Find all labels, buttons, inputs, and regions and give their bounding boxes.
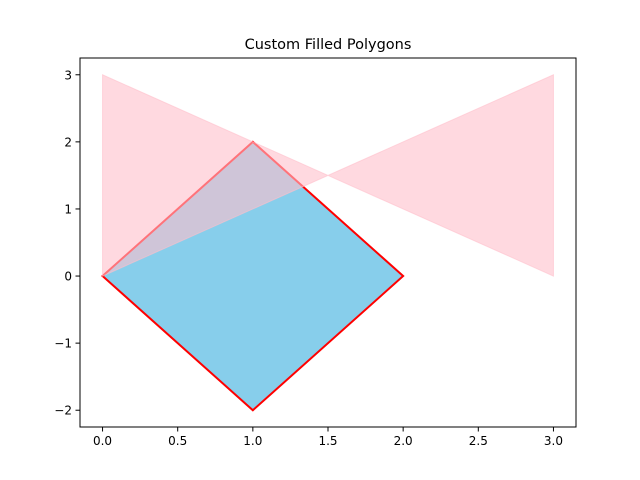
y-tick-label: 1 bbox=[64, 202, 72, 216]
y-tick-label: 0 bbox=[64, 270, 72, 284]
y-tick-label: −1 bbox=[54, 337, 72, 351]
x-tick-label: 1.5 bbox=[318, 434, 337, 448]
x-axis: 0.0 0.5 1.0 1.5 2.0 2.5 3.0 bbox=[93, 427, 563, 448]
polygon-2 bbox=[102, 73, 554, 277]
x-tick-label: 3.0 bbox=[544, 434, 563, 448]
y-axis: −2 −1 0 1 2 3 bbox=[54, 68, 80, 418]
x-tick-label: 2.0 bbox=[394, 434, 413, 448]
plot-area bbox=[101, 73, 554, 412]
x-tick-label: 2.5 bbox=[469, 434, 488, 448]
y-tick-label: 3 bbox=[64, 68, 72, 82]
x-tick-label: 0.0 bbox=[93, 434, 112, 448]
x-tick-label: 0.5 bbox=[168, 434, 187, 448]
x-tick-label: 1.0 bbox=[243, 434, 262, 448]
chart-title: Custom Filled Polygons bbox=[245, 37, 412, 53]
y-tick-label: 2 bbox=[64, 135, 72, 149]
y-tick-label: −2 bbox=[54, 404, 72, 418]
